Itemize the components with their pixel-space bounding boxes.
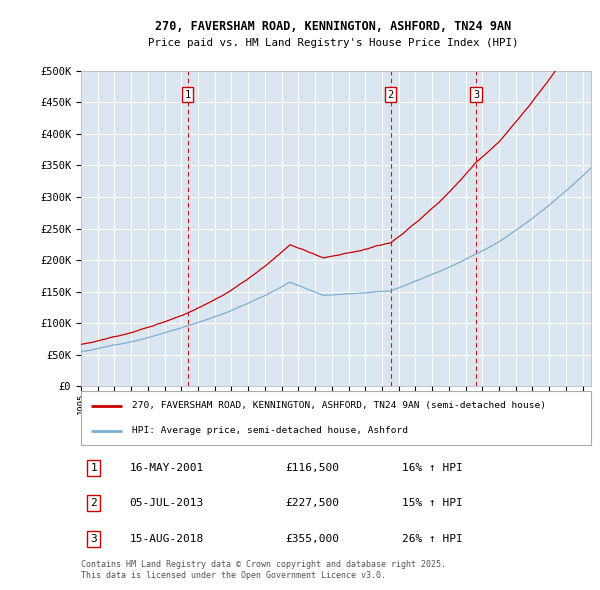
Text: 1: 1 [91, 463, 97, 473]
Text: £227,500: £227,500 [285, 498, 339, 508]
Text: Price paid vs. HM Land Registry's House Price Index (HPI): Price paid vs. HM Land Registry's House … [148, 38, 518, 48]
Text: 2: 2 [91, 498, 97, 508]
Text: £116,500: £116,500 [285, 463, 339, 473]
Text: Contains HM Land Registry data © Crown copyright and database right 2025.
This d: Contains HM Land Registry data © Crown c… [81, 560, 446, 579]
Text: HPI: Average price, semi-detached house, Ashford: HPI: Average price, semi-detached house,… [132, 427, 408, 435]
FancyBboxPatch shape [81, 391, 591, 445]
Text: 270, FAVERSHAM ROAD, KENNINGTON, ASHFORD, TN24 9AN: 270, FAVERSHAM ROAD, KENNINGTON, ASHFORD… [155, 20, 511, 33]
Text: 3: 3 [91, 534, 97, 544]
Text: 3: 3 [473, 90, 479, 100]
Text: 26% ↑ HPI: 26% ↑ HPI [403, 534, 463, 544]
Text: 270, FAVERSHAM ROAD, KENNINGTON, ASHFORD, TN24 9AN (semi-detached house): 270, FAVERSHAM ROAD, KENNINGTON, ASHFORD… [132, 401, 546, 410]
Text: 1: 1 [184, 90, 191, 100]
Text: 16-MAY-2001: 16-MAY-2001 [130, 463, 204, 473]
Text: 15% ↑ HPI: 15% ↑ HPI [403, 498, 463, 508]
Text: 16% ↑ HPI: 16% ↑ HPI [403, 463, 463, 473]
Text: £355,000: £355,000 [285, 534, 339, 544]
Text: 2: 2 [388, 90, 394, 100]
Text: 15-AUG-2018: 15-AUG-2018 [130, 534, 204, 544]
Text: 05-JUL-2013: 05-JUL-2013 [130, 498, 204, 508]
